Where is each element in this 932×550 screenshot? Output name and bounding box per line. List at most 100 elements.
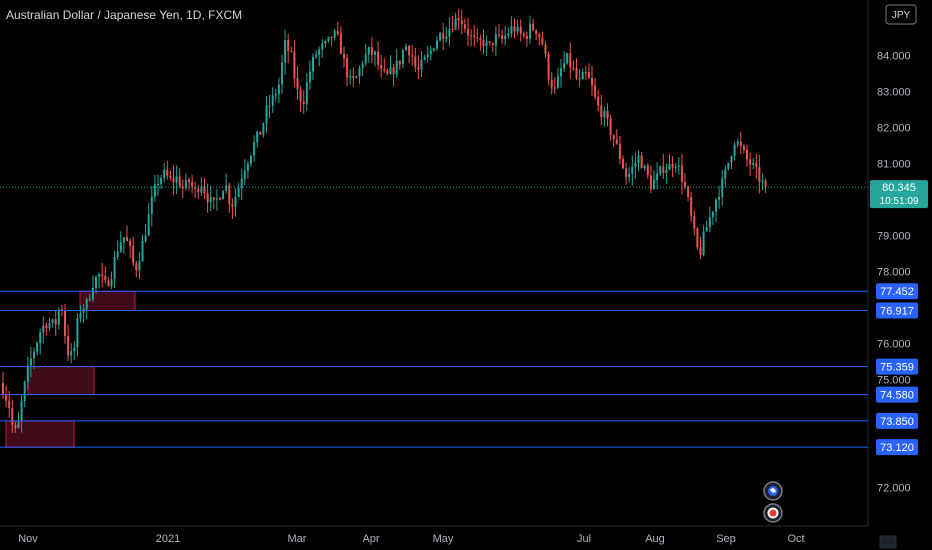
- candle-87: [271, 87, 274, 113]
- candle-89: [277, 77, 280, 103]
- candle-122: [380, 54, 383, 79]
- candle-18: [57, 307, 60, 330]
- candle-186: [578, 69, 581, 87]
- candle-127: [395, 48, 398, 79]
- candle-198: [615, 129, 618, 145]
- candle-226: [702, 224, 705, 257]
- candle-28: [88, 294, 91, 302]
- candle-46: [144, 223, 147, 243]
- level-label-bg-1: [876, 302, 918, 319]
- candle-41: [129, 238, 132, 259]
- candle-90: [281, 54, 283, 94]
- candle-201: [625, 162, 628, 185]
- candle-114: [355, 75, 358, 79]
- time-tick-label-0: Nov: [18, 533, 38, 545]
- candle-163: [507, 27, 510, 39]
- candle-106: [330, 36, 333, 47]
- candle-108: [336, 22, 339, 37]
- candle-57: [178, 168, 181, 189]
- candle-182: [566, 52, 569, 65]
- candle-6: [20, 394, 23, 433]
- candle-168: [522, 31, 525, 39]
- candle-119: [370, 37, 373, 64]
- candle-145: [451, 16, 454, 33]
- candle-9: [29, 346, 32, 377]
- level-label-3: 74.580: [880, 390, 914, 402]
- candle-61: [191, 175, 194, 194]
- candle-95: [296, 65, 299, 100]
- candle-109: [339, 26, 342, 55]
- candle-78: [243, 159, 246, 186]
- price-tick-label-1: 75.000: [877, 375, 911, 387]
- news-event-icon[interactable]: [763, 481, 783, 501]
- candle-105: [327, 36, 330, 43]
- supply-zone-2[interactable]: [5, 420, 75, 448]
- price-tick-label-8: 84.000: [877, 51, 911, 63]
- level-label-bg-2: [876, 358, 918, 375]
- candle-156: [485, 35, 488, 56]
- supply-zone-0[interactable]: [79, 290, 136, 311]
- candle-229: [711, 210, 714, 225]
- candle-66: [206, 183, 209, 213]
- candle-83: [259, 131, 262, 135]
- time-tick-label-3: Apr: [362, 533, 379, 545]
- candle-157: [488, 40, 491, 46]
- time-axis[interactable]: Nov 2021 Mar Apr May Jul Aug Sep Oct: [18, 533, 804, 545]
- candle-207: [643, 164, 646, 172]
- candle-195: [606, 103, 609, 127]
- price-tick-label-0: 72.000: [877, 483, 911, 495]
- candle-227: [705, 220, 708, 232]
- candle-179: [556, 67, 559, 90]
- price-tick-label-6: 82.000: [877, 123, 911, 135]
- candle-184: [572, 60, 575, 72]
- candle-10: [33, 347, 35, 369]
- candle-36: [113, 250, 116, 288]
- price-axis[interactable]: 72.000 75.000 76.000 78.000 79.000 81.000 82.0…: [877, 51, 911, 495]
- economic-event-icon[interactable]: [763, 503, 783, 523]
- candle-17: [54, 310, 57, 337]
- candle-113: [352, 67, 355, 88]
- candle-51: [160, 174, 163, 190]
- candle-81: [253, 135, 256, 162]
- candle-62: [194, 182, 197, 199]
- candle-188: [584, 65, 587, 80]
- candle-27: [85, 298, 88, 320]
- candle-107: [333, 28, 336, 41]
- time-tick-label-5: Jul: [577, 533, 591, 545]
- candle-91: [284, 29, 287, 75]
- candle-15: [48, 317, 51, 331]
- supply-zone-1[interactable]: [27, 366, 95, 396]
- candle-246: [764, 178, 767, 194]
- candle-214: [665, 163, 668, 184]
- currency-badge[interactable]: [885, 4, 917, 25]
- candle-132: [411, 45, 414, 66]
- candle-174: [541, 31, 544, 46]
- candle-116: [361, 60, 364, 76]
- currency-label: JPY: [892, 10, 911, 21]
- chart-settings-button[interactable]: [879, 535, 897, 549]
- candle-175: [544, 41, 547, 58]
- candle-185: [575, 58, 578, 81]
- candle-26: [82, 304, 85, 323]
- candle-196: [609, 115, 612, 141]
- candle-35: [110, 271, 113, 289]
- candle-8: [26, 356, 29, 390]
- level-labels-layer: 77.452 76.917 75.359 74.580 73.850 73.120: [876, 283, 918, 456]
- candle-67: [209, 185, 212, 211]
- candle-131: [408, 44, 411, 64]
- candle-25: [79, 305, 82, 323]
- candle-228: [708, 206, 711, 233]
- candle-208: [646, 162, 649, 179]
- chart-title: Australian Dollar / Japanese Yen, 1D, FX…: [6, 8, 242, 22]
- candle-65: [203, 177, 206, 199]
- candle-153: [476, 28, 479, 43]
- candle-240: [746, 144, 748, 167]
- candle-158: [491, 42, 494, 53]
- time-tick-label-7: Sep: [716, 533, 736, 545]
- candle-50: [157, 174, 159, 196]
- candle-221: [687, 185, 690, 202]
- candle-147: [457, 8, 460, 30]
- candle-206: [640, 151, 643, 169]
